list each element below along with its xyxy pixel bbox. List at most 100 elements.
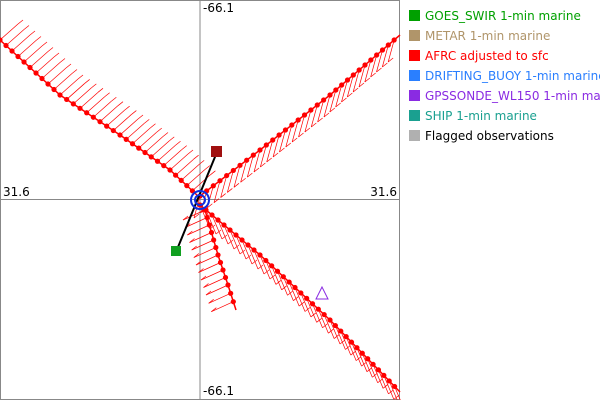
obs-dot <box>209 212 215 218</box>
obs-dot <box>359 350 365 356</box>
legend-swatch <box>409 50 420 61</box>
wind-barb <box>266 139 274 163</box>
wind-flag <box>329 107 336 113</box>
obs-dot <box>356 67 362 73</box>
obs-dot <box>33 70 39 76</box>
wind-flag <box>221 234 228 240</box>
obs-dot <box>344 77 351 83</box>
wind-barb <box>235 234 247 260</box>
wind-flag <box>169 136 175 142</box>
wind-flag <box>266 157 272 163</box>
wind-barb <box>361 353 373 378</box>
wind-barb <box>370 54 378 78</box>
wind-barb <box>253 149 261 173</box>
wind-flag <box>291 137 298 143</box>
wind-flag <box>198 160 205 165</box>
wind-barb <box>47 67 67 85</box>
legend-swatch <box>409 110 420 121</box>
wind-flag <box>124 105 130 111</box>
wind-barb <box>138 131 157 149</box>
wind-flag <box>323 112 330 118</box>
wind-barb <box>226 170 234 193</box>
obs-dot <box>97 119 103 125</box>
wind-flag <box>198 268 204 273</box>
legend-label: METAR 1-min marine <box>425 29 550 43</box>
wind-flag <box>117 101 124 106</box>
obs-dot <box>161 163 167 169</box>
obs-dot <box>391 37 397 43</box>
wind-flag <box>156 127 162 133</box>
obs-dot <box>314 102 320 108</box>
obs-dot <box>333 87 339 93</box>
obs-dot <box>270 137 276 143</box>
marker <box>211 146 222 157</box>
wind-flag <box>213 198 220 203</box>
obs-dot <box>206 222 212 228</box>
wind-flag <box>207 203 213 209</box>
wind-flag <box>182 215 189 221</box>
wind-barb <box>191 239 214 251</box>
wind-barb <box>387 39 395 63</box>
obs-dot <box>117 132 123 138</box>
wind-barb <box>304 109 312 133</box>
wind-flag <box>47 47 54 52</box>
wind-flag <box>203 283 209 288</box>
wind-barb <box>182 209 206 221</box>
obs-dot <box>282 127 289 133</box>
wind-flag <box>97 88 104 93</box>
legend-swatch <box>409 10 420 21</box>
wind-barb <box>323 94 331 118</box>
legend-swatch <box>409 30 420 41</box>
obs-dot <box>3 42 9 49</box>
wind-barb <box>318 309 329 334</box>
wind-barb <box>185 217 208 228</box>
obs-dot <box>142 149 148 156</box>
axis-label: -66.1 <box>203 1 234 15</box>
wind-barb <box>265 260 277 285</box>
obs-dot <box>332 322 338 329</box>
legend: GOES_SWIR 1-min marine METAR 1-min marine… <box>409 9 600 143</box>
obs-dot <box>70 101 76 107</box>
wind-barb <box>93 100 112 118</box>
wind-barb <box>211 214 223 240</box>
wind-flag <box>376 67 382 73</box>
wind-barb <box>29 51 49 68</box>
obs-dot <box>269 263 275 269</box>
obs-dot <box>315 306 321 312</box>
wind-barb <box>260 144 267 168</box>
obs-dot <box>0 37 3 43</box>
wind-barb <box>53 73 73 90</box>
obs-dot <box>298 290 304 296</box>
wind-barb <box>329 89 337 113</box>
wind-barb <box>195 254 219 266</box>
obs-dot <box>386 378 392 384</box>
obs-dot <box>215 217 221 223</box>
legend-swatch <box>409 90 420 101</box>
wind-flag <box>239 249 246 255</box>
legend-label: SHIP 1-min marine <box>425 109 537 123</box>
wind-barb <box>11 34 31 52</box>
wind-barb <box>205 209 217 235</box>
axis-label: 31.6 <box>3 185 30 199</box>
wind-barb <box>86 96 105 114</box>
wind-flag <box>187 149 194 155</box>
wind-barb <box>288 281 300 307</box>
obs-dot <box>129 141 136 147</box>
obs-dot <box>227 227 233 233</box>
wind-flag <box>53 52 60 58</box>
obs-dot <box>321 97 327 103</box>
obs-dot <box>27 64 33 71</box>
wind-flag <box>84 79 90 84</box>
obs-dot <box>225 282 231 288</box>
wind-barb <box>298 114 305 138</box>
obs-dot <box>370 361 376 367</box>
obs-dot <box>304 295 310 301</box>
obs-dot <box>237 162 243 168</box>
obs-dot <box>57 92 63 98</box>
wind-barb <box>271 265 282 290</box>
obs-dot <box>39 75 45 82</box>
wind-flag <box>251 259 258 265</box>
obs-dot <box>362 62 368 68</box>
wind-barb <box>220 175 228 198</box>
